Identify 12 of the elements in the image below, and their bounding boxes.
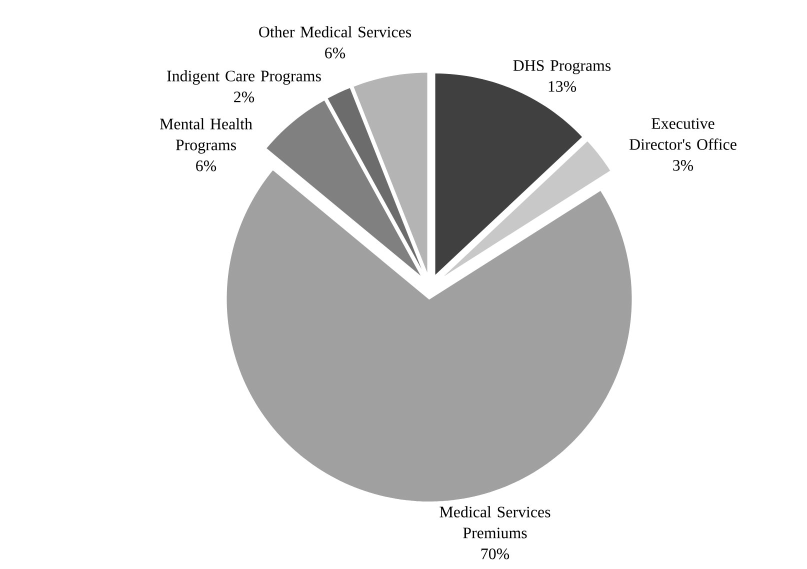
data-label: 3% bbox=[673, 160, 694, 171]
slice-label: DHS Programs bbox=[513, 60, 611, 74]
data-label: 13% bbox=[548, 81, 576, 92]
slice-label: Executive Director's Office bbox=[630, 118, 736, 150]
data-label: 2% bbox=[234, 92, 254, 102]
slice-label: Indigent Care Programs bbox=[167, 70, 321, 85]
data-label: 6% bbox=[325, 48, 346, 58]
slice-label: Medical Services Premiums bbox=[440, 506, 550, 538]
slice-label: Other Medical Services bbox=[259, 26, 412, 38]
data-label: 70% bbox=[481, 548, 510, 560]
data-label: 6% bbox=[196, 160, 216, 172]
slice-label: Mental Health Programs bbox=[160, 118, 252, 154]
